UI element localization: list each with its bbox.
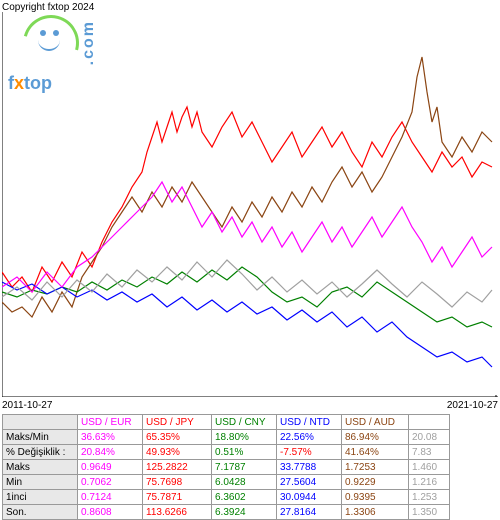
x-axis-end: 2021-10-27 xyxy=(447,400,498,411)
stats-table: USD / EURUSD / JPYUSD / CNYUSD / NTDUSD … xyxy=(2,414,450,520)
exchange-rate-chart xyxy=(2,12,498,397)
x-axis-start: 2011-10-27 xyxy=(2,400,52,411)
